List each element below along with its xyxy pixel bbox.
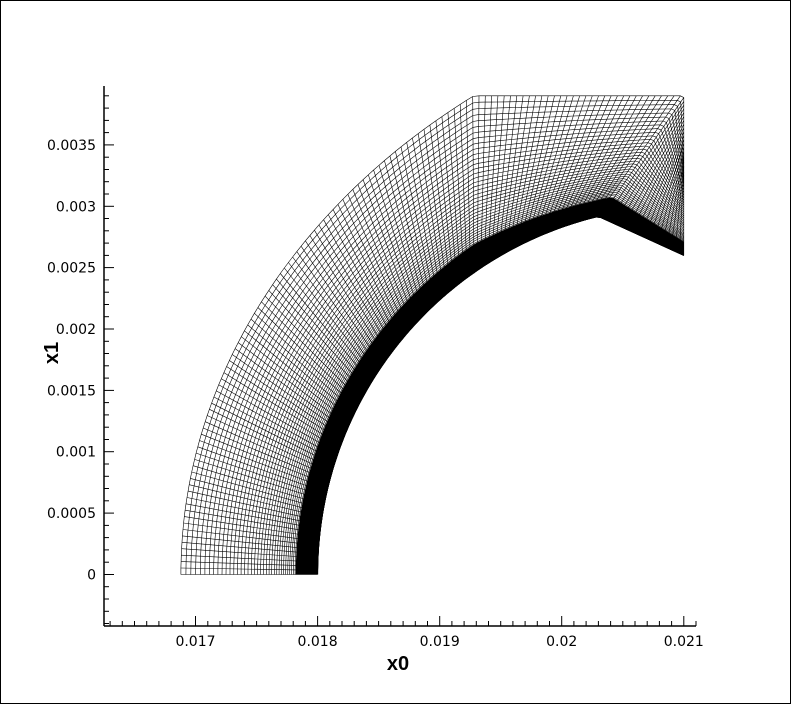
y-tick-label: 0.0015 [47,383,96,399]
mesh-line-radial [272,284,368,391]
mesh-line-circumferential [217,128,685,575]
axes [103,86,696,627]
mesh-line-circumferential [225,135,685,575]
mesh-line-circumferential [281,184,684,575]
mesh-line-circumferential [195,108,685,575]
mesh-line-radial [209,409,334,470]
mesh-line-circumferential [309,209,685,575]
mesh-line-circumferential [294,196,684,575]
mesh-line-radial [483,95,492,266]
mesh-line-circumferential [204,116,685,575]
y-tick-label: 0.003 [56,199,96,215]
mesh-line-circumferential [213,124,685,575]
mesh-line-circumferential [317,216,684,575]
y-tick-label: 0.0035 [47,138,96,154]
mesh-line-circumferential [313,212,684,575]
x-tick-label: 0.018 [298,634,338,650]
mesh-line-circumferential [312,212,685,575]
mesh-line-circumferential [254,160,685,575]
mesh-line-circumferential [237,145,685,575]
x-tick-label: 0.021 [664,634,704,650]
mesh-line-circumferential [317,216,684,575]
mesh-line-circumferential [293,195,684,575]
x-tick-label: 0.02 [546,634,577,650]
mesh-line-circumferential [209,120,685,575]
mesh-line-circumferential [317,216,684,575]
mesh-line-circumferential [317,216,684,575]
mesh-line-circumferential [271,175,685,575]
mesh-line-circumferential [285,188,684,575]
tick-labels: 0.017 0.018 0.019 0.02 0.021 0 0.0005 0.001 0.00… [47,138,704,650]
mesh-line-circumferential [316,216,684,575]
mesh-line-circumferential [247,154,685,575]
mesh-line-circumferential [315,215,684,575]
mesh-line-circumferential [289,191,684,575]
mesh-line-circumferential [229,138,685,575]
mesh-line-circumferential [314,213,684,575]
mesh-line-radial [423,129,449,293]
mesh-line-circumferential [221,131,685,575]
y-tick-label: 0.0025 [47,261,96,277]
tick-marks [104,95,697,626]
mesh-line-circumferential [200,112,685,575]
mesh-line-circumferential [287,190,684,575]
y-tick-label: 0 [87,568,96,584]
mesh-line-circumferential [315,214,684,575]
mesh-line-circumferential [185,100,685,575]
mesh-line-radial [453,108,465,280]
mesh-line-circumferential [317,216,684,575]
x-tick-label: 0.019 [420,634,460,650]
mesh-line-circumferential [316,215,684,575]
x-axis-title: x0 [387,653,409,675]
mesh-line-circumferential [316,215,684,575]
mesh-line-circumferential [263,168,685,575]
y-tick-label: 0.0005 [47,506,96,522]
mesh-line-circumferential [274,178,684,575]
mesh-line-circumferential [314,214,684,575]
mesh-line-circumferential [291,193,684,575]
y-tick-label: 0.001 [56,445,96,461]
mesh-line-circumferential [316,216,684,575]
mesh-line-circumferential [283,186,684,575]
mesh-line-circumferential [251,157,685,575]
mesh-line-circumferential [190,104,685,575]
mesh-line-circumferential [276,180,684,575]
mesh-line-circumferential [313,213,684,575]
y-axis-title: x1 [41,342,63,364]
mesh-line-circumferential [233,142,685,575]
mesh-line-circumferential [317,216,684,575]
mesh-line-circumferential [180,95,685,575]
mesh-line-circumferential [316,215,684,575]
mesh-dense-region [295,197,684,575]
mesh-line-circumferential [260,166,685,575]
mesh-line-circumferential [257,163,685,575]
y-tick-label: 0.002 [56,322,96,338]
mesh-grid [180,95,685,575]
mesh-line-circumferential [316,216,684,575]
mesh-line-circumferential [266,171,685,575]
x-tick-label: 0.017 [175,634,215,650]
mesh-line-circumferential [240,148,685,575]
mesh-line-radial [257,307,360,405]
mesh-line-circumferential [244,151,685,575]
mesh-line-circumferential [278,182,684,575]
mesh-line-circumferential [268,173,685,575]
